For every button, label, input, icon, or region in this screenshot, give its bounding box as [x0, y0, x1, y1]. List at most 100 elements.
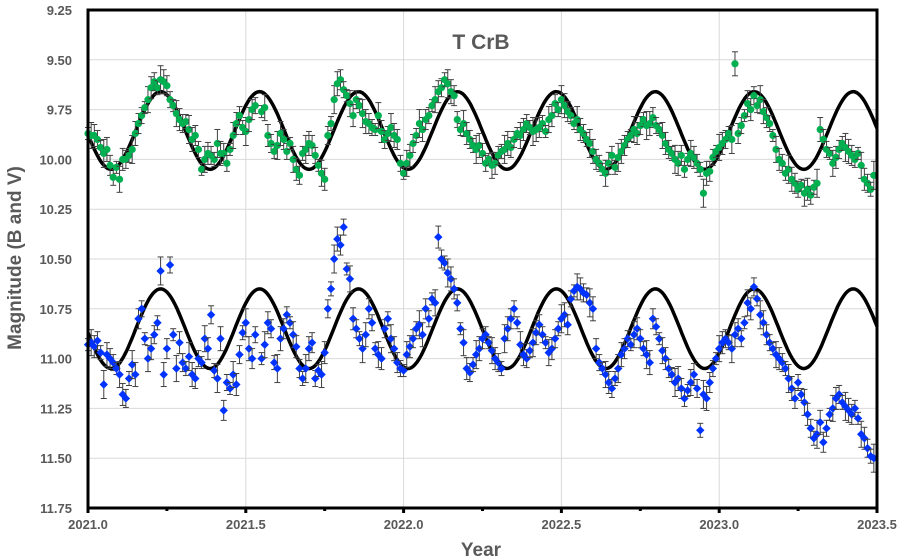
data-point-b: [216, 334, 225, 343]
x-tick-label: 2021.5: [226, 517, 266, 532]
data-point-v: [693, 159, 701, 167]
data-point-b: [191, 374, 200, 383]
data-point-b: [121, 394, 131, 403]
data-point-v: [731, 60, 739, 68]
data-point-b: [617, 350, 626, 359]
data-point-v: [709, 153, 717, 162]
data-point-v: [680, 165, 689, 173]
x-tick-labels: 2021.0 2021.5 2022.0 2022.5 2023.0 2023.5: [68, 517, 897, 532]
data-point-b: [497, 364, 506, 373]
data-point-b: [443, 268, 452, 278]
data-point-v: [115, 175, 124, 183]
data-point-b: [109, 358, 118, 367]
x-tick-label: 2023.0: [699, 517, 739, 532]
data-point-v: [355, 102, 364, 110]
data-point-b: [715, 344, 724, 353]
data-point-v: [797, 181, 805, 189]
data-point-b: [705, 378, 714, 387]
data-point-v: [194, 145, 203, 154]
data-point-v: [134, 119, 143, 128]
data-point-v: [371, 125, 379, 134]
data-point-v: [327, 119, 335, 128]
data-point-b: [487, 346, 497, 355]
data-point-b: [150, 330, 159, 339]
data-point-v: [725, 129, 733, 138]
data-point-b: [664, 364, 673, 373]
data-point-v: [614, 153, 622, 162]
data-point-v: [273, 141, 281, 150]
data-point-b: [241, 318, 250, 327]
data-point-b: [424, 314, 434, 323]
data-point-b: [263, 318, 273, 327]
data-point-b: [367, 318, 377, 327]
data-point-b: [651, 322, 661, 331]
data-point-v: [387, 123, 395, 132]
data-point-b: [232, 380, 241, 389]
data-point-v: [753, 102, 761, 110]
data-point-v: [766, 119, 774, 128]
x-tick-label: 2022.5: [542, 517, 582, 532]
data-point-b: [169, 330, 178, 339]
data-point-v: [103, 145, 111, 154]
y-tick-label: 9.25: [47, 3, 72, 18]
data-point-v: [826, 149, 834, 158]
data-point-v: [131, 129, 139, 138]
data-point-b: [383, 314, 393, 323]
data-point-b: [737, 334, 746, 343]
data-point-b: [815, 418, 825, 427]
data-point-b: [465, 368, 475, 377]
data-point-v: [166, 96, 174, 104]
data-point-b: [225, 384, 235, 393]
data-point-v: [280, 135, 288, 144]
data-point-b: [178, 358, 187, 367]
data-point-v: [636, 121, 644, 130]
data-point-b: [468, 360, 478, 369]
data-point-b: [771, 350, 781, 359]
data-point-v: [163, 82, 171, 90]
data-point-b: [509, 304, 519, 313]
data-point-v: [601, 169, 610, 177]
data-point-v: [633, 129, 641, 138]
data-point-v: [182, 117, 190, 126]
data-point-v: [459, 119, 468, 128]
data-point-v: [428, 102, 436, 110]
data-point-b: [610, 374, 620, 383]
data-point-v: [851, 155, 859, 163]
data-point-v: [542, 127, 550, 136]
data-point-b: [724, 338, 733, 347]
data-point-b: [800, 398, 809, 407]
data-point-b: [377, 354, 386, 363]
data-point-v: [611, 163, 619, 171]
data-point-b: [317, 370, 326, 379]
y-tick-label: 11.75: [40, 501, 72, 516]
data-point-b: [430, 298, 440, 308]
data-point-b: [591, 344, 601, 353]
data-point-v: [141, 104, 149, 112]
data-point-v: [396, 159, 405, 167]
y-tick-labels: 9.25 9.50 9.75 10.00 10.25 10.50 10.75 11.00 11.…: [39, 3, 72, 516]
y-tick-label: 11.50: [40, 451, 72, 466]
chart-title: T CrB: [452, 31, 509, 54]
data-point-b: [572, 282, 582, 292]
data-point-b: [595, 358, 604, 367]
data-point-v: [857, 161, 865, 169]
data-point-v: [169, 102, 177, 110]
data-point-v: [242, 127, 250, 136]
data-point-v: [311, 151, 319, 160]
data-point-v: [816, 125, 824, 134]
data-point-b: [301, 364, 310, 373]
data-point-v: [232, 119, 240, 128]
data-point-b: [352, 324, 361, 333]
data-point-b: [364, 304, 374, 313]
data-point-b: [389, 344, 399, 353]
data-point-v: [340, 86, 348, 94]
data-point-b: [516, 340, 525, 349]
data-point-b: [307, 338, 317, 347]
data-point-b: [569, 286, 579, 296]
data-point-b: [292, 342, 301, 351]
data-point-b: [781, 364, 790, 373]
data-point-b: [270, 358, 279, 367]
data-point-b: [601, 370, 610, 379]
data-point-b: [740, 318, 749, 327]
y-tick-label: 11.25: [40, 401, 72, 416]
